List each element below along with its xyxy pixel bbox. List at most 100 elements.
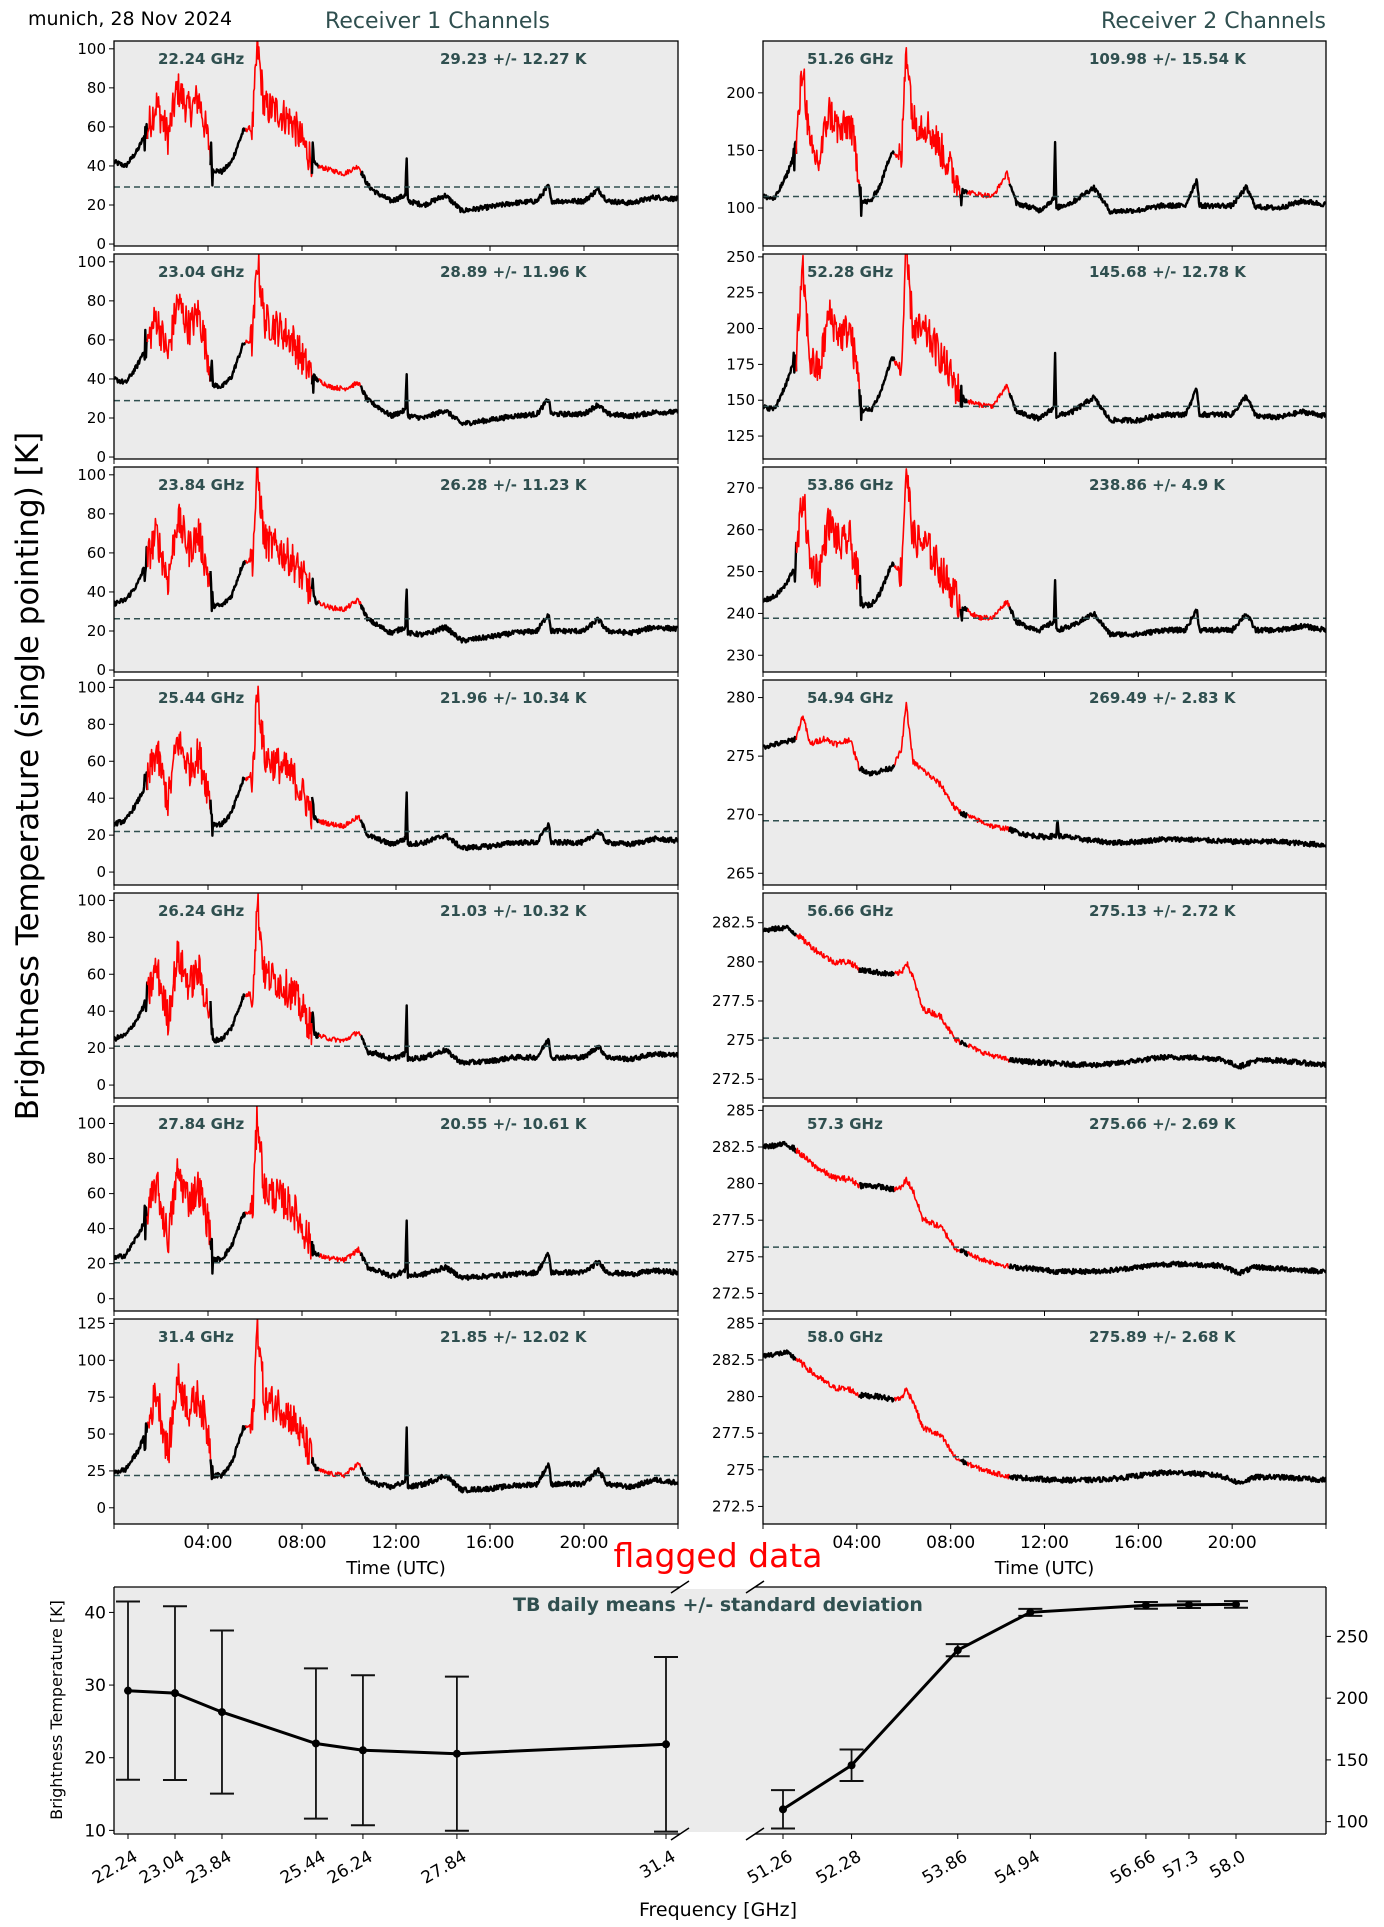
channel-stats-label: 109.98 +/- 15.54 K	[1089, 50, 1247, 68]
mean-point	[779, 1805, 787, 1814]
timeseries-panel-receiver2-2: 230 240 250 260 270 53.86 GHz 238.86 +/- 4.9 K	[726, 466, 1327, 677]
good-data-line	[763, 541, 798, 603]
plot-background	[114, 1587, 1326, 1834]
plot-background	[763, 41, 1326, 246]
mean-point	[1141, 1601, 1150, 1610]
y-tick-label: 20	[87, 622, 106, 640]
y-tick-label: 80	[87, 79, 106, 97]
y-tick-label: 200	[726, 84, 755, 102]
y-tick-label: 60	[87, 752, 106, 770]
channel-stats-label: 29.23 +/- 12.27 K	[440, 50, 588, 68]
mean-point	[1026, 1608, 1035, 1617]
mean-point	[124, 1686, 132, 1695]
channel-stats-label: 275.89 +/- 2.68 K	[1089, 1328, 1237, 1346]
x-tick-label: 57.3	[1159, 1847, 1202, 1883]
plot-background	[114, 680, 678, 885]
x-axis-label: Time (UTC)	[994, 1558, 1095, 1579]
mean-point	[452, 1749, 461, 1758]
x-tick-label: 08:00	[926, 1533, 975, 1553]
plot-background	[114, 254, 678, 459]
y-tick-label: 282.5	[712, 1351, 755, 1369]
channel-frequency-label: 53.86 GHz	[807, 476, 894, 494]
y-tick-label: 100	[1336, 1813, 1368, 1833]
y-tick-label: 80	[87, 928, 106, 946]
channel-stats-label: 28.89 +/- 11.96 K	[440, 263, 588, 281]
y-tick-label: 200	[1336, 1689, 1368, 1709]
y-tick-label: 100	[77, 1115, 106, 1133]
y-tick-label: 250	[1336, 1627, 1368, 1647]
flagged-data-line	[795, 1147, 861, 1189]
channel-stats-label: 145.68 +/- 12.78 K	[1089, 263, 1247, 281]
series-lines	[763, 468, 1326, 638]
series-lines	[763, 701, 1326, 848]
good-data-line	[360, 1004, 678, 1066]
good-data-line	[114, 328, 149, 385]
good-data-line	[209, 342, 247, 390]
flagged-data-line	[893, 468, 962, 619]
y-tick-label: 20	[87, 1255, 106, 1273]
series-lines	[114, 41, 678, 214]
good-data-line	[763, 924, 798, 937]
y-tick-label: 280	[726, 953, 755, 971]
flagged-data-line	[967, 383, 1011, 410]
y-tick-label: 285	[726, 1101, 755, 1119]
flagged-data-line	[244, 685, 313, 830]
y-tick-label: 275	[726, 747, 755, 765]
channel-stats-label: 275.66 +/- 2.69 K	[1089, 1115, 1237, 1133]
y-tick-label: 250	[726, 248, 755, 266]
good-data-line	[310, 141, 321, 174]
y-tick-label: 150	[726, 391, 755, 409]
good-data-line	[858, 1181, 896, 1193]
flagged-data-line	[146, 503, 212, 596]
y-tick-label: 272.5	[712, 1284, 755, 1302]
flagged-data-line	[244, 467, 313, 605]
y-axis-label: Brightness Temperature [K]	[47, 1600, 66, 1820]
y-tick-label: 277.5	[712, 1424, 755, 1442]
channel-frequency-label: 54.94 GHz	[807, 689, 894, 707]
x-tick-label: 56.66	[1107, 1847, 1159, 1889]
x-tick-label: 58.0	[1207, 1847, 1250, 1883]
y-tick-label: 100	[726, 199, 755, 217]
flagged-data-line	[966, 599, 1011, 621]
flagged-data-line	[966, 1251, 1010, 1269]
x-tick-label: 04:00	[184, 1533, 233, 1553]
timeseries-panel-receiver1-6: 0 25 50 75 100 125 31.4 GHz 21.85 +/- 12.02 K 04…	[77, 1314, 679, 1579]
y-tick-label: 40	[87, 370, 106, 388]
y-tick-label: 0	[96, 1076, 106, 1094]
good-data-line	[209, 127, 247, 187]
good-data-line	[959, 1458, 969, 1466]
good-data-line	[359, 588, 678, 644]
y-tick-label: 275	[726, 1031, 755, 1049]
y-tick-label: 20	[87, 409, 106, 427]
good-data-line	[114, 122, 149, 169]
good-data-line	[959, 384, 969, 408]
timeseries-panels: 0 20 40 60 80 100 22.24 GHz 29.23 +/- 12.27 K 0 2…	[77, 40, 1327, 1579]
good-data-line	[1008, 1053, 1326, 1070]
flagged-data-line	[795, 933, 861, 973]
good-data-line	[114, 1422, 149, 1475]
series-lines	[114, 1319, 678, 1494]
x-tick-label: 51.26	[744, 1847, 796, 1889]
y-tick-label: 282.5	[712, 914, 755, 932]
good-data-line	[858, 967, 896, 977]
daily-means-title: TB daily means +/- standard deviation	[513, 1594, 923, 1616]
y-tick-label: 20	[87, 196, 106, 214]
plot-background	[114, 467, 678, 672]
plot-background	[114, 41, 678, 246]
y-tick-label: 0	[96, 661, 106, 679]
flagged-data-line	[318, 597, 362, 613]
y-tick-label: 230	[726, 646, 755, 664]
axis-break-mark	[745, 1580, 765, 1594]
y-tick-label: 240	[726, 604, 755, 622]
y-tick-label: 0	[96, 235, 106, 253]
y-tick-label: 175	[726, 355, 755, 373]
good-data-line	[959, 187, 969, 207]
y-tick-label: 40	[87, 1002, 106, 1020]
channel-frequency-label: 27.84 GHz	[158, 1115, 245, 1133]
channel-frequency-label: 56.66 GHz	[807, 902, 894, 920]
x-axis-label: Frequency [GHz]	[639, 1899, 797, 1921]
y-tick-label: 270	[726, 806, 755, 824]
y-tick-label: 280	[726, 1388, 755, 1406]
y-tick-label: 75	[87, 1388, 106, 1406]
y-tick-label: 0	[96, 1290, 106, 1308]
